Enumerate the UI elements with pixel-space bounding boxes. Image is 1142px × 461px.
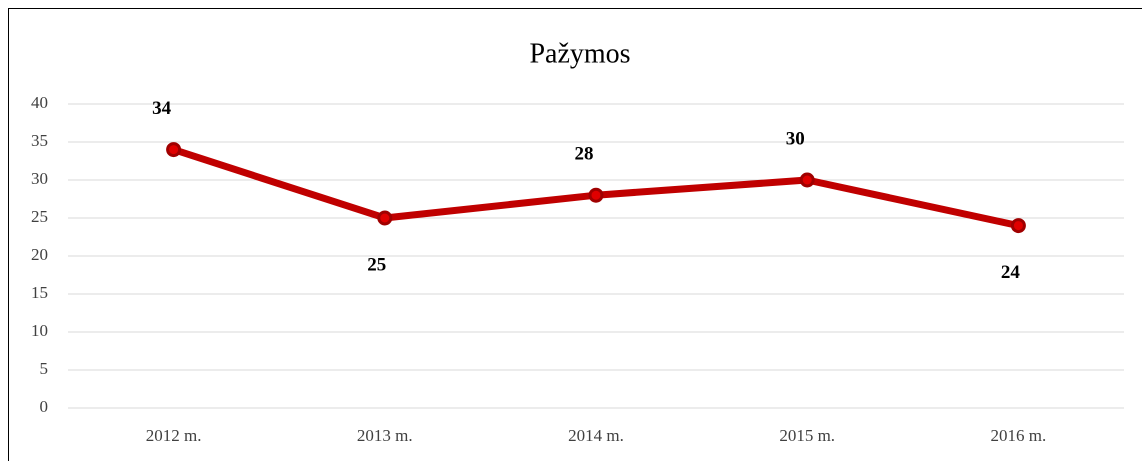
- data-point: [377, 210, 393, 226]
- chart-frame: [8, 8, 1142, 461]
- x-tick-label: 2012 m.: [146, 426, 202, 445]
- y-tick-label: 35: [31, 131, 48, 150]
- y-tick-label: 15: [31, 283, 48, 302]
- x-tick-label: 2014 m.: [568, 426, 624, 445]
- data-label: 34: [152, 98, 172, 119]
- chart-title: Pažymos: [529, 38, 630, 69]
- y-tick-label: 10: [31, 321, 48, 340]
- y-tick-label: 30: [31, 169, 48, 188]
- data-label: 30: [786, 128, 805, 149]
- y-tick-label: 40: [31, 93, 48, 112]
- x-tick-label: 2015 m.: [779, 426, 835, 445]
- data-point: [799, 172, 815, 188]
- y-tick-label: 25: [31, 207, 48, 226]
- data-point: [1010, 218, 1026, 234]
- data-label: 24: [1001, 262, 1021, 283]
- y-tick-label: 0: [40, 397, 49, 416]
- x-tick-label: 2013 m.: [357, 426, 413, 445]
- y-tick-label: 20: [31, 245, 48, 264]
- data-point: [166, 142, 182, 158]
- y-tick-label: 5: [40, 359, 49, 378]
- x-tick-label: 2016 m.: [991, 426, 1047, 445]
- data-label: 28: [575, 144, 594, 165]
- data-point: [588, 187, 604, 203]
- data-label: 25: [367, 254, 386, 275]
